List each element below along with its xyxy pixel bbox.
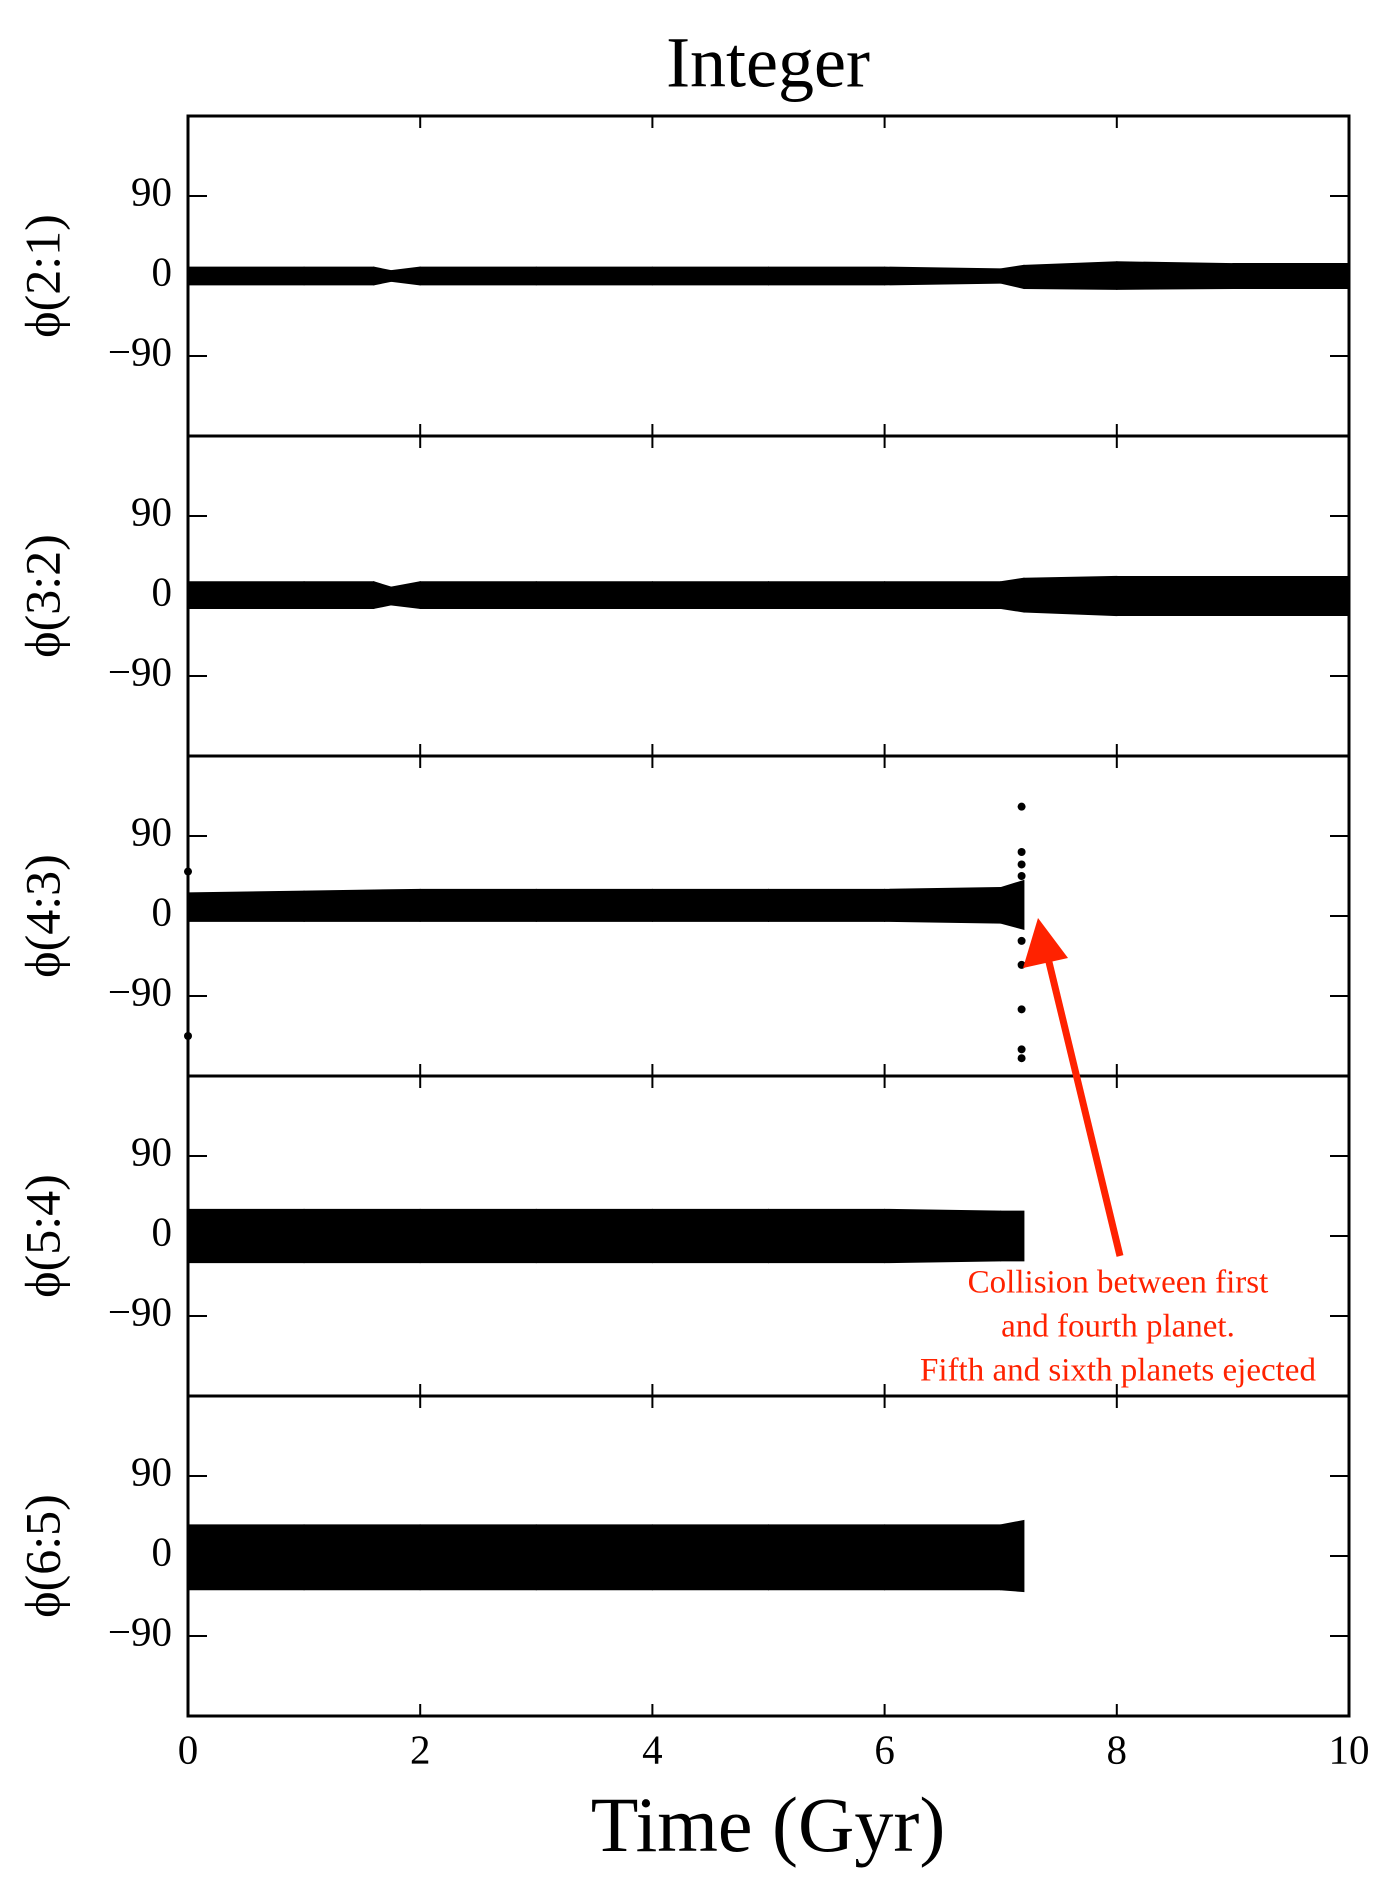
chart-title: Integer (666, 23, 870, 103)
y-tick-label: 0 (152, 568, 173, 614)
band-segment (1023, 575, 1118, 617)
point (1017, 872, 1026, 880)
band-segment (651, 581, 769, 609)
annotation-arrowhead (1023, 918, 1068, 968)
band-segment (1000, 577, 1025, 613)
point (1017, 860, 1026, 869)
point (1017, 936, 1026, 945)
y-axis-label: ϕ(6:5) (14, 1494, 70, 1618)
band-segment (187, 1524, 305, 1591)
band-segment (390, 266, 421, 286)
band-segment (419, 1524, 537, 1591)
band-segment (1000, 264, 1025, 290)
band-segment (419, 888, 537, 922)
x-tick-label: 2 (410, 1726, 431, 1772)
band-segment (651, 888, 769, 922)
band-segment (373, 581, 392, 610)
band-segment (390, 581, 421, 610)
annotation: Fifth and sixth planets ejected (920, 1353, 1316, 1389)
x-tick-label: 4 (642, 1726, 663, 1772)
y-tick-label: −90 (108, 648, 172, 694)
band-segment (651, 1208, 769, 1264)
band-segment (1116, 575, 1234, 617)
band-segment (373, 266, 392, 286)
band-segment (884, 1524, 1002, 1591)
y-axis-label: ϕ(3:2) (14, 534, 70, 658)
x-axis-label: Time (Gyr) (591, 1781, 946, 1868)
point (1017, 1045, 1026, 1054)
band-segment (651, 1524, 769, 1591)
annotation: and fourth planet. (1001, 1309, 1235, 1345)
y-tick-label: 90 (131, 488, 172, 534)
band-segment (884, 887, 1002, 924)
band-segment (535, 266, 653, 286)
y-tick-label: −90 (108, 968, 172, 1014)
band-segment (535, 1208, 653, 1264)
y-tick-label: 0 (152, 888, 173, 934)
x-tick-label: 0 (178, 1726, 199, 1772)
band-segment (884, 581, 1002, 609)
band-segment (419, 581, 537, 609)
y-tick-label: 0 (152, 248, 173, 294)
x-tick-label: 6 (874, 1726, 895, 1772)
band-segment (768, 1208, 886, 1264)
x-tick-label: 10 (1329, 1726, 1370, 1772)
point (1017, 848, 1026, 856)
band-segment (535, 1524, 653, 1591)
band-segment (303, 266, 375, 286)
band-segment (535, 581, 653, 609)
y-tick-label: 0 (152, 1528, 173, 1574)
y-axis-label: ϕ(4:3) (14, 854, 70, 978)
band-segment (768, 581, 886, 609)
band-segment (768, 888, 886, 922)
y-tick-label: 90 (131, 168, 172, 214)
point (1017, 1054, 1026, 1063)
band-segment (419, 1208, 537, 1264)
y-tick-label: 90 (131, 1128, 172, 1174)
band-segment (768, 266, 886, 286)
band-segment (303, 888, 421, 922)
band-segment (303, 581, 375, 609)
y-axis-label: ϕ(5:4) (14, 1174, 70, 1298)
point (1017, 802, 1026, 811)
y-tick-label: −90 (108, 1608, 172, 1654)
band-segment (535, 888, 653, 922)
band-segment (1000, 879, 1025, 930)
band-segment (884, 266, 1002, 286)
y-tick-label: −90 (108, 1288, 172, 1334)
band-segment (768, 1524, 886, 1591)
x-tick-label: 8 (1107, 1726, 1128, 1772)
band-segment (1000, 1210, 1025, 1262)
y-tick-label: 90 (131, 808, 172, 854)
band-segment (651, 266, 769, 286)
band-segment (1116, 261, 1234, 290)
band-segment (303, 1208, 421, 1264)
y-tick-label: 0 (152, 1208, 173, 1254)
band-segment (419, 266, 537, 286)
band-segment (884, 1208, 1002, 1264)
band-segment (303, 1524, 421, 1591)
y-axis-label: ϕ(2:1) (14, 214, 70, 338)
band-segment (1000, 1519, 1025, 1593)
y-tick-label: −90 (108, 328, 172, 374)
y-tick-label: 90 (131, 1448, 172, 1494)
annotation-arrow (1044, 957, 1124, 1257)
annotation: Collision between first (968, 1265, 1269, 1301)
band-segment (1023, 261, 1118, 290)
point (1017, 1005, 1026, 1014)
